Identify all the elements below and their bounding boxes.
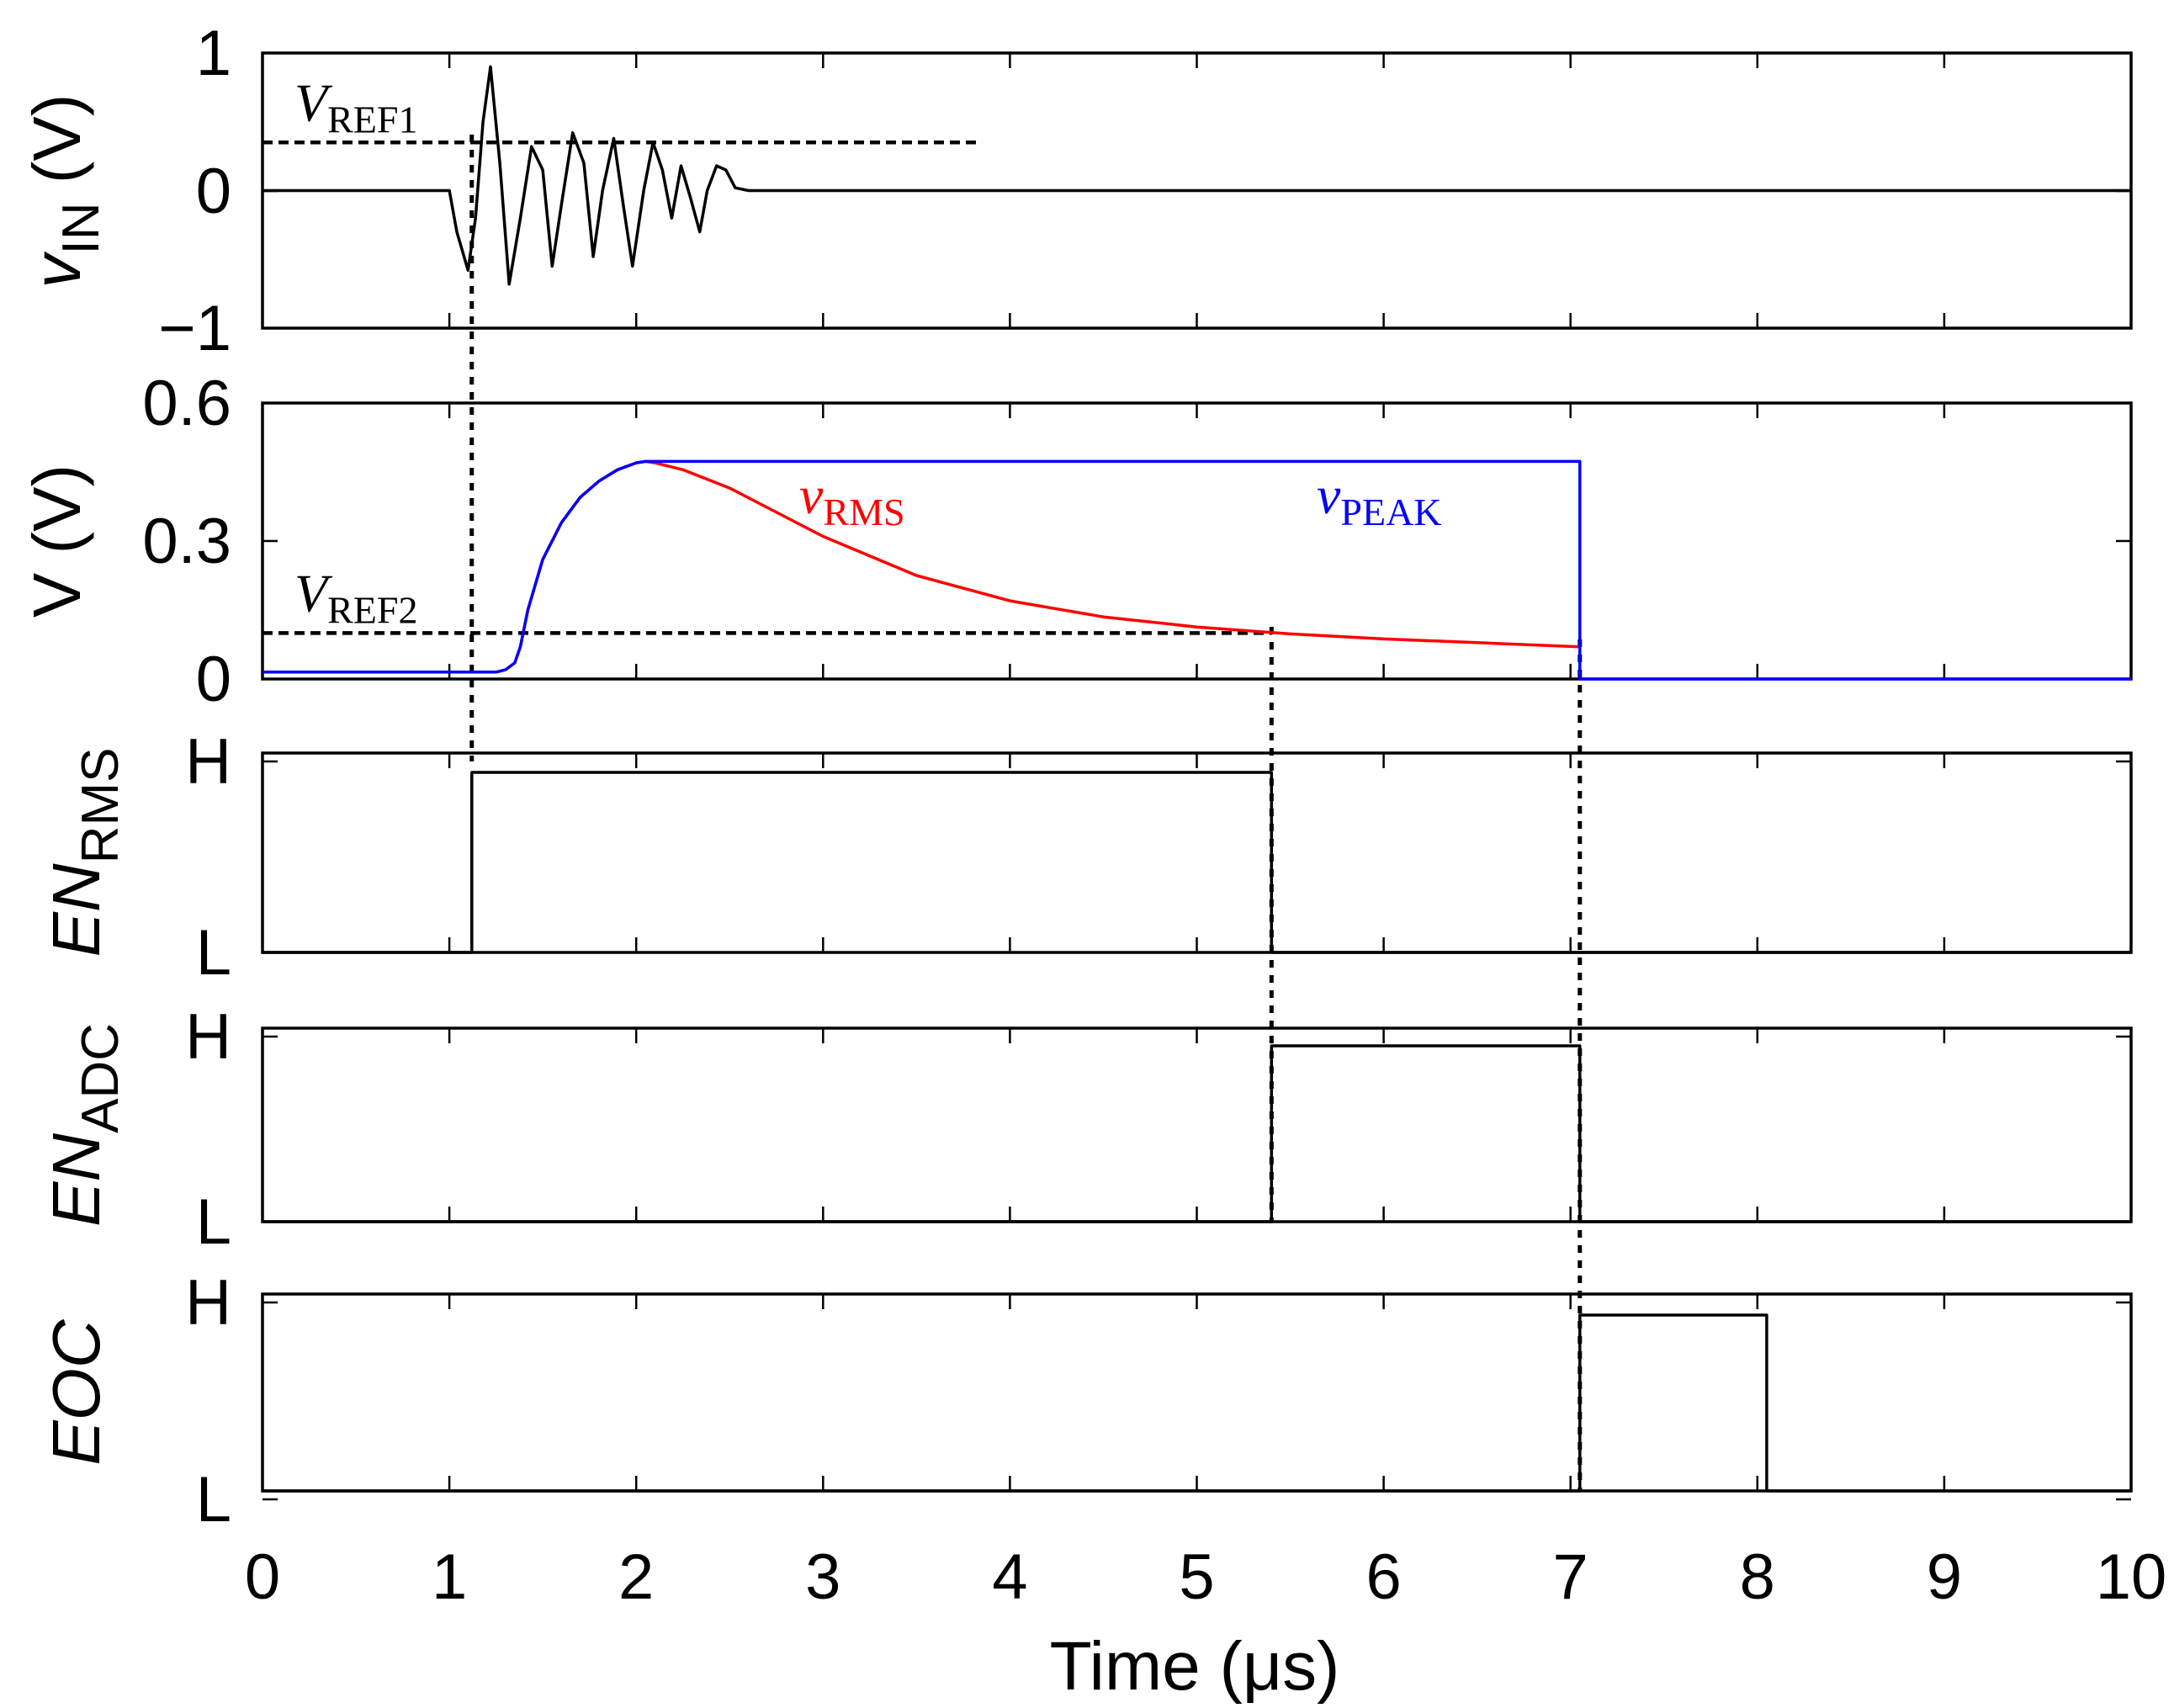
y-tick-label: 0.3 [142,506,231,577]
y-tick-label: 1 [196,18,231,89]
x-tick-label: 4 [992,1541,1027,1613]
x-tick-label: 2 [618,1541,654,1613]
series-en-adc [262,1044,2131,1223]
y-axis-label: ENRMS [39,748,130,957]
panel-vin: 1 0 −1 vIN (V) VREF1 [19,18,2133,364]
y-tick-label: 0 [196,156,231,227]
series-eoc [262,1313,2131,1493]
y-axis-label-main: EOC [39,1318,114,1466]
y-tick-label: H [185,726,231,798]
x-tick-label: 7 [1553,1541,1588,1613]
y-axis-label-unit: (V) [19,94,94,203]
x-tick-label: 10 [2096,1541,2167,1613]
y-axis-label: vIN (V) [19,94,110,289]
x-tick-label: 6 [1365,1541,1401,1613]
panel-enadc: H L ENADC [39,1001,2133,1258]
y-tick-label: L [196,1186,231,1258]
x-axis: Time (μs) 0 1 2 3 4 5 6 7 8 9 10 [245,1541,2166,1705]
x-axis-label: Time (μs) [1050,1628,1340,1705]
y-axis-label-main: v [19,251,94,288]
reference-label-ref2: VREF2 [294,563,417,631]
y-tick-label: L [196,917,231,989]
ref-main: V [294,563,333,623]
y-axis-label-sub: ADC [72,1023,130,1133]
panel-frame [261,751,2133,954]
series-vpeak [262,459,2131,681]
y-tick-label: L [196,1464,231,1536]
x-tick-label: 8 [1740,1541,1775,1613]
series-label-vpeak: vPEAK [1317,465,1442,533]
x-tick-label: 0 [245,1541,280,1613]
panel-frame [261,1292,2133,1493]
panel-eoc: H L EOC [39,1267,2133,1536]
y-tick-label: H [185,1267,231,1339]
series-label-vrms: vRMS [799,465,905,533]
y-tick-label: 0.6 [142,368,231,439]
y-axis-label-main: EN [39,863,114,957]
event-connectors [469,135,1583,1491]
y-axis-label: EOC [39,1318,114,1466]
panel-frame [261,401,2133,681]
panel-v: 0.6 0.3 0 V (V) VREF2 vRMS vPEAK [19,368,2133,715]
ref-main: V [294,72,333,132]
y-axis-label-sub: IN [52,202,110,254]
ref-sub: REF1 [327,98,417,141]
y-axis-label: ENADC [39,1023,130,1227]
y-tick-label: H [185,1001,231,1073]
y-axis-label-main: EN [39,1133,114,1227]
y-axis-label: V (V) [19,464,94,618]
y-axis-label-sub: RMS [72,748,130,864]
series-vin [262,65,2131,286]
x-tick-label: 5 [1179,1541,1214,1613]
y-tick-label: 0 [196,644,231,715]
y-axis-label-main: V (V) [19,464,94,618]
panel-enrms: H L ENRMS [39,726,2133,989]
y-tick-label: −1 [158,293,231,364]
x-tick-label: 9 [1927,1541,1962,1613]
reference-label-ref1: VREF1 [294,72,417,141]
x-tick-label: 3 [805,1541,840,1613]
x-tick-label: 1 [432,1541,467,1613]
ref-sub: REF2 [327,588,417,631]
series-en-rms [262,771,2131,954]
panel-frame [261,1026,2133,1223]
